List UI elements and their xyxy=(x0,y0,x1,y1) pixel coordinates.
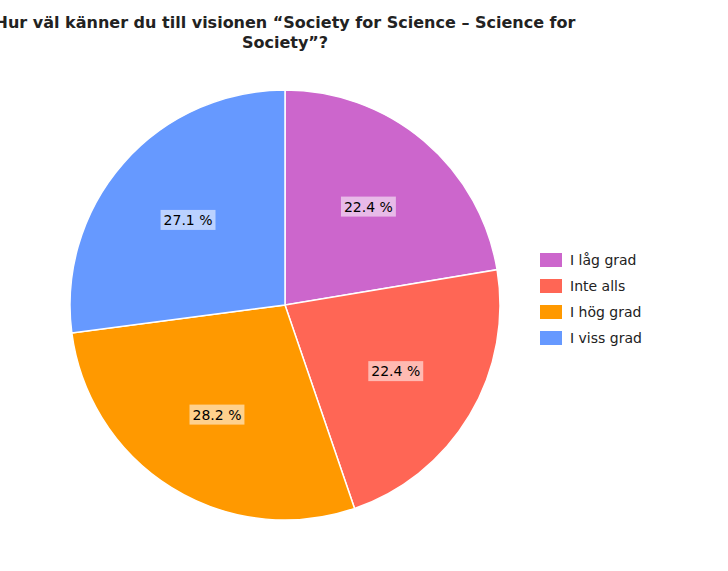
data-label-group: 28.2 % xyxy=(190,405,245,425)
slice xyxy=(285,90,497,305)
title-line: Society”? xyxy=(242,33,328,52)
data-label-group: 22.4 % xyxy=(368,361,423,381)
legend-label: Inte alls xyxy=(570,278,625,294)
title: Hur väl känner du till visionen “Society… xyxy=(0,13,576,52)
pie xyxy=(70,90,500,520)
legend-swatch xyxy=(540,279,562,293)
legend-label: I viss grad xyxy=(570,330,642,346)
data-labels: 22.4 % 22.4 % 28.2 % 27.1 % xyxy=(161,197,424,425)
slice xyxy=(72,305,355,520)
legend-swatch xyxy=(540,305,562,319)
legend-item: Inte alls xyxy=(540,278,625,294)
chart: Hur väl känner du till visionen “Society… xyxy=(0,0,728,571)
data-label: 27.1 % xyxy=(164,212,213,228)
legend-item: I hög grad xyxy=(540,304,641,320)
legend: I låg grad Inte alls I hög grad I viss grad xyxy=(540,252,642,346)
legend-item: I viss grad xyxy=(540,330,642,346)
data-label: 22.4 % xyxy=(344,199,393,215)
data-label: 28.2 % xyxy=(193,407,242,423)
legend-label: I låg grad xyxy=(570,252,637,268)
data-label: 22.4 % xyxy=(371,363,420,379)
slice xyxy=(70,90,285,333)
legend-swatch xyxy=(540,253,562,267)
legend-swatch xyxy=(540,331,562,345)
data-label-group: 27.1 % xyxy=(161,210,216,230)
data-label-background xyxy=(368,361,423,381)
title-line: Hur väl känner du till visionen “Society… xyxy=(0,13,576,32)
data-label-background xyxy=(341,197,396,217)
legend-label: I hög grad xyxy=(570,304,641,320)
data-label-background xyxy=(190,405,245,425)
legend-item: I låg grad xyxy=(540,252,637,268)
data-label-group: 22.4 % xyxy=(341,197,396,217)
data-label-background xyxy=(161,210,216,230)
